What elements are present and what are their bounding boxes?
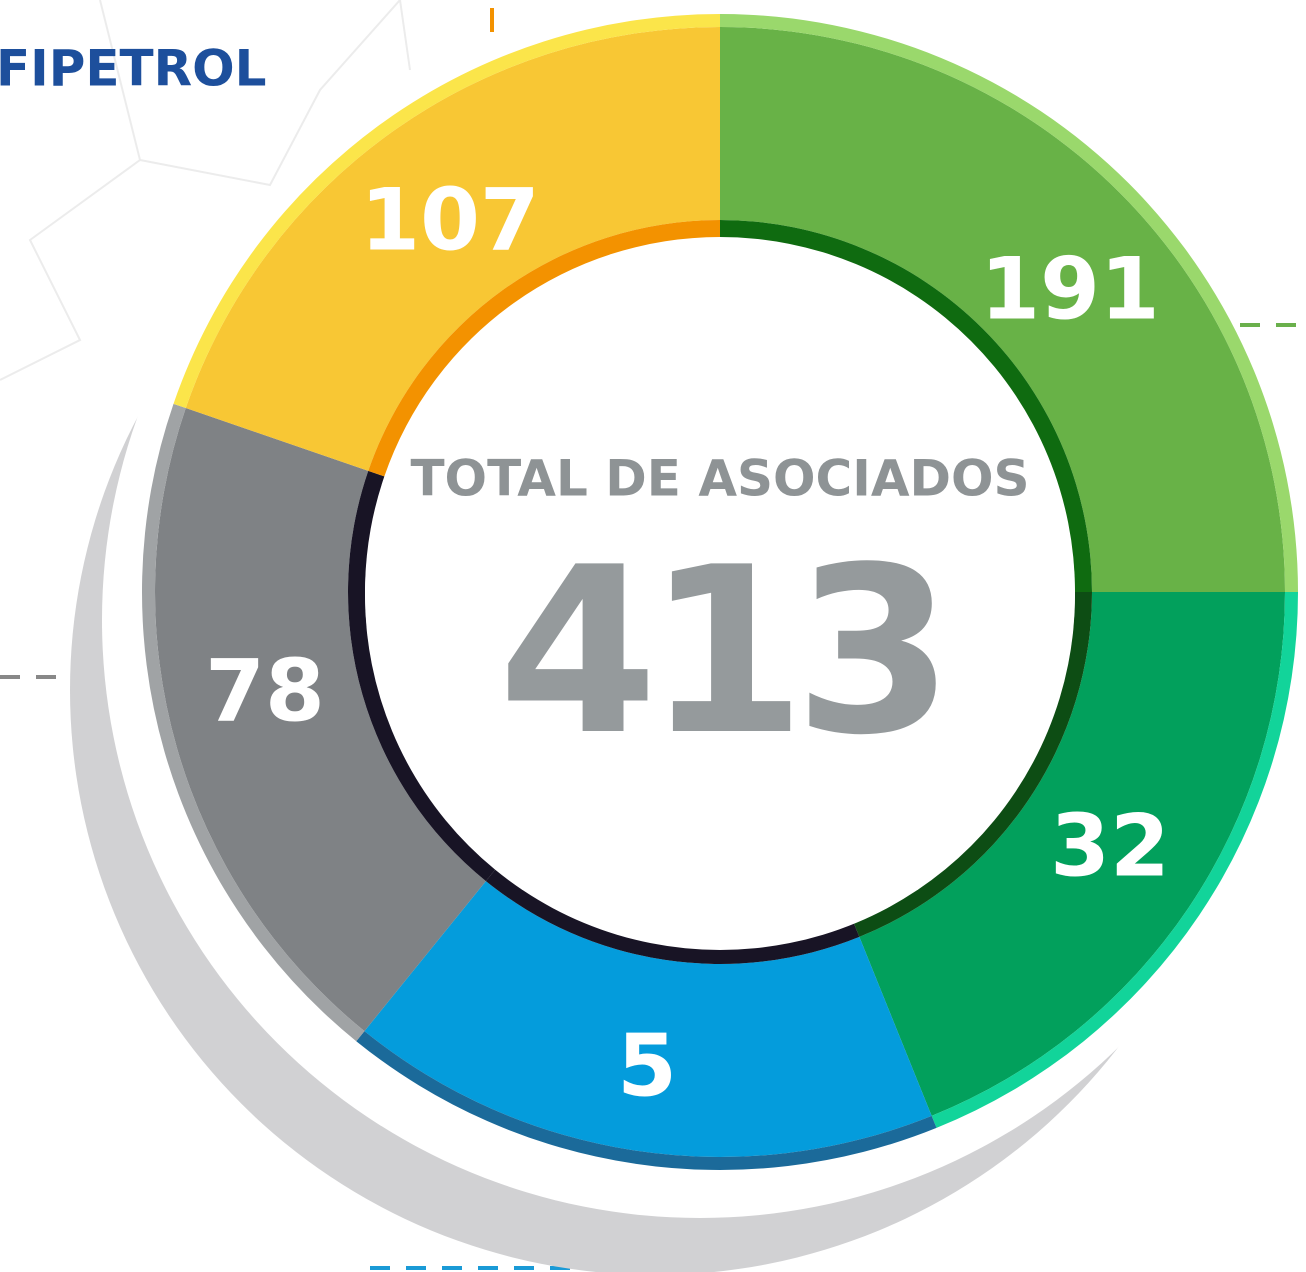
segment xyxy=(185,26,721,471)
segment-label: 5 xyxy=(617,1016,677,1116)
center-disc xyxy=(365,240,1075,950)
segment-label: 32 xyxy=(1050,796,1170,896)
segment-label: 107 xyxy=(360,170,540,270)
segment-labels: 191 32 5 78 107 xyxy=(205,170,1170,1116)
segment-rim xyxy=(141,403,365,1042)
segment xyxy=(720,27,1285,592)
segment-label: 78 xyxy=(205,641,325,741)
center-title: TOTAL DE ASOCIADOS xyxy=(410,450,1029,508)
guide-lines xyxy=(0,323,1306,1270)
segment xyxy=(859,592,1285,1116)
segment-label: 191 xyxy=(980,239,1160,339)
segment-inner-edge xyxy=(347,470,497,882)
segment xyxy=(154,408,486,1032)
segment-rim xyxy=(356,1031,937,1170)
segment-inner-edge xyxy=(368,219,720,477)
segment-inner-edge xyxy=(852,592,1092,937)
segment xyxy=(364,881,932,1157)
ring xyxy=(141,14,1298,1170)
center-total: 413 xyxy=(498,519,942,786)
segment-rim xyxy=(931,592,1298,1128)
segment-rim xyxy=(173,14,721,409)
background-hexagons xyxy=(0,0,411,381)
logo: FIPETROL xyxy=(0,40,267,98)
